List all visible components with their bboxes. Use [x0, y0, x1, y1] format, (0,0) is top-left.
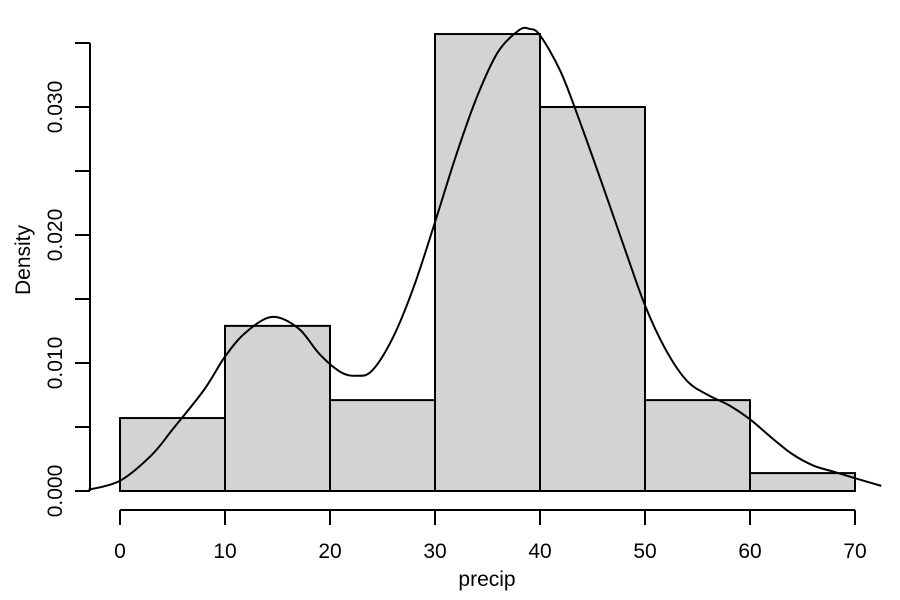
histogram-bars: [119, 33, 856, 493]
histogram-bar-3: [434, 33, 541, 492]
histogram-bar-5: [644, 399, 751, 492]
x-tick-label-4: 40: [528, 540, 551, 563]
y-tick-label-4: 0.020: [44, 209, 67, 262]
x-tick-label-3: 30: [423, 540, 446, 563]
histogram-bar-2: [329, 399, 436, 492]
x-tick-label-1: 10: [213, 540, 236, 563]
x-tick-label-7: 70: [843, 540, 866, 563]
y-tick-label-6: 0.030: [44, 81, 67, 134]
x-tick-label-5: 50: [633, 540, 656, 563]
density-curve: [88, 26, 882, 491]
density-curve-layer: [88, 26, 882, 491]
x-axis-title: precip: [458, 568, 515, 591]
y-tick-label-2: 0.010: [44, 337, 67, 390]
x-axis: 0 10 20 30 40 50 60 70: [114, 509, 867, 563]
x-tick-label-0: 0: [114, 540, 126, 563]
x-tick-label-6: 60: [738, 540, 761, 563]
histogram-bar-4: [539, 106, 646, 492]
x-tick-label-2: 20: [318, 540, 341, 563]
y-axis-title: Density: [12, 224, 35, 295]
y-tick-label-0: 0.000: [44, 465, 67, 518]
histogram-bar-6: [749, 472, 856, 492]
histogram-bar-1: [224, 324, 331, 492]
y-axis: 0.000 0.010 0.020 0.030: [44, 42, 91, 518]
